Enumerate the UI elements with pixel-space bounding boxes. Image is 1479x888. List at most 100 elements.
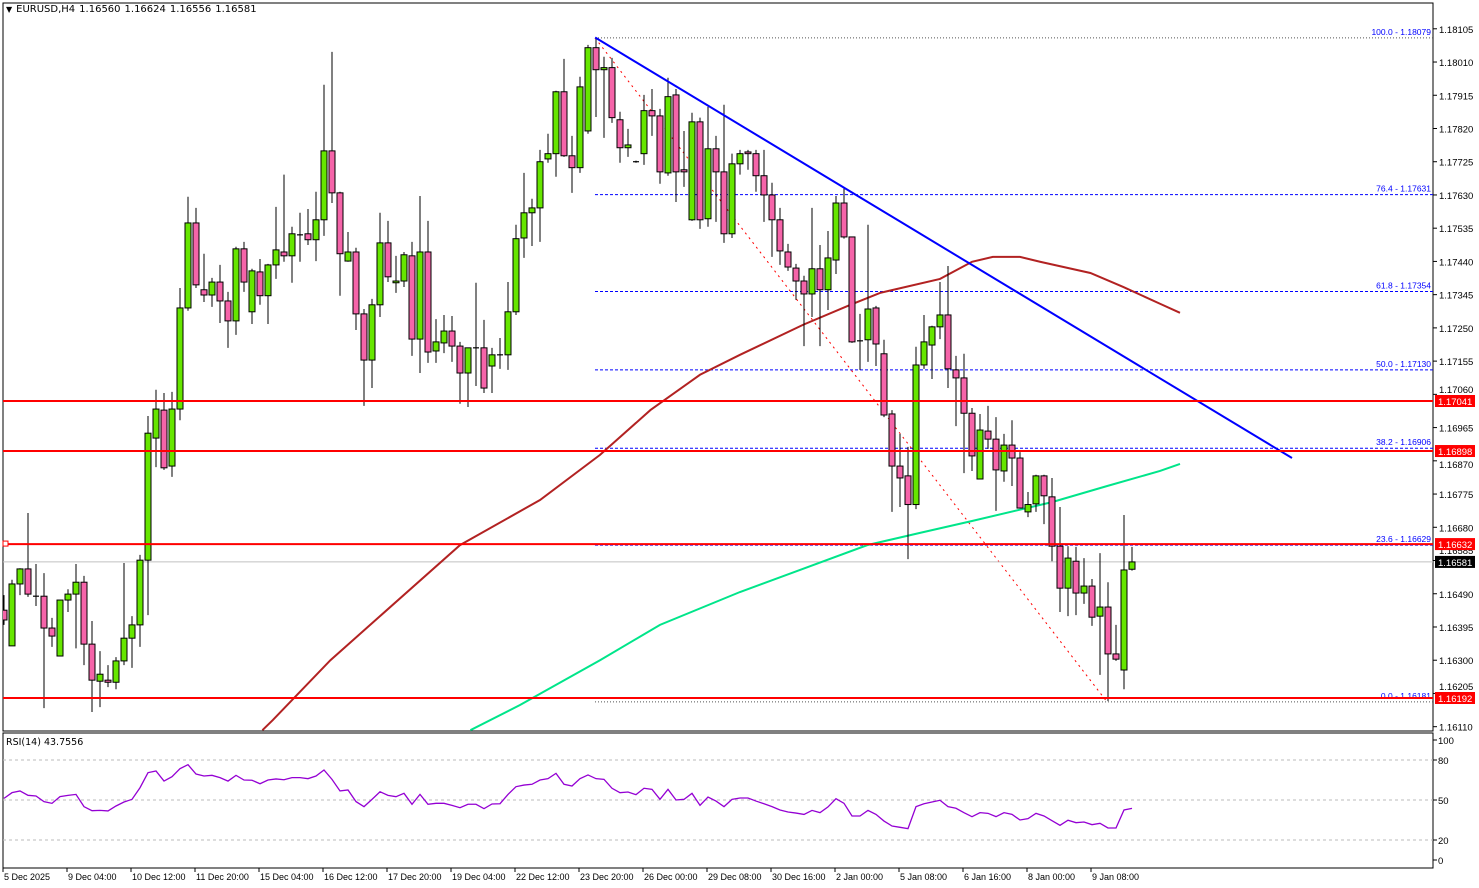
- time-tick-label: 2 Jan 00:00: [836, 872, 883, 882]
- candle-body: [552, 91, 560, 155]
- candle-body: [648, 110, 656, 117]
- time-tick-label: 17 Dec 20:00: [388, 872, 442, 882]
- candle: [1088, 579, 1096, 626]
- candle: [784, 243, 792, 271]
- candle: [168, 391, 176, 477]
- price-tick-label: 1.17250: [1439, 324, 1473, 335]
- candle: [776, 207, 784, 265]
- moving-average-slow: [469, 463, 1181, 731]
- candle-body: [424, 251, 432, 353]
- price-tick-label: 1.17345: [1439, 291, 1473, 302]
- candle: [592, 38, 600, 117]
- candle-body: [3, 609, 8, 621]
- candle: [800, 275, 808, 347]
- candle: [1080, 558, 1088, 604]
- candle: [616, 111, 624, 163]
- candle-body: [584, 47, 592, 132]
- fib-level-label: 61.8 - 1.17354: [1376, 281, 1431, 291]
- candle-body: [712, 148, 720, 173]
- candle: [473, 282, 479, 386]
- candle: [624, 128, 632, 157]
- candle-body: [432, 341, 440, 352]
- candle-body: [1032, 475, 1040, 505]
- low-value: 1.16556: [169, 4, 212, 15]
- rsi-tick-label: 100: [1438, 736, 1454, 747]
- price-level-badge-label: 1.17041: [1438, 397, 1472, 408]
- price-tick-label: 1.17155: [1439, 357, 1473, 368]
- candle-body: [176, 307, 184, 410]
- candle: [400, 251, 408, 287]
- candle-body: [192, 222, 200, 286]
- candle: [112, 657, 120, 690]
- price-tick-label: 1.17820: [1439, 124, 1473, 135]
- candle-body: [512, 238, 520, 313]
- candle-body: [128, 624, 136, 639]
- candle: [1096, 553, 1104, 675]
- candle: [864, 224, 872, 362]
- triangle-down-icon[interactable]: ▼: [6, 5, 13, 14]
- candle: [320, 84, 328, 236]
- candle: [232, 246, 240, 335]
- candle-body: [968, 412, 976, 457]
- fib-level-label: 0.0 - 1.16181: [1381, 691, 1431, 701]
- candle: [336, 191, 344, 296]
- price-tick-label: 1.16490: [1439, 590, 1473, 601]
- candle: [672, 88, 680, 202]
- candle-body: [928, 326, 936, 346]
- candle: [64, 589, 72, 612]
- candle-body: [384, 242, 392, 278]
- candle-body: [944, 314, 952, 370]
- candle: [192, 207, 200, 289]
- candle: [688, 112, 696, 221]
- candle: [497, 338, 503, 369]
- time-tick-label: 29 Dec 08:00: [708, 872, 762, 882]
- time-tick-label: 5 Jan 08:00: [900, 872, 947, 882]
- time-tick-label: 16 Dec 12:00: [324, 872, 378, 882]
- candle: [1040, 474, 1048, 525]
- candle-body: [544, 153, 552, 160]
- candle: [976, 413, 984, 480]
- candle: [680, 130, 688, 187]
- candle-body: [392, 280, 400, 284]
- time-tick-label: 10 Dec 12:00: [132, 872, 186, 882]
- candle-body: [880, 353, 888, 416]
- candle: [1024, 491, 1032, 518]
- rsi-tick-label: 20: [1438, 836, 1449, 847]
- time-tick-label: 8 Jan 00:00: [1028, 872, 1075, 882]
- candle: [297, 212, 303, 262]
- open-value: 1.16560: [79, 4, 121, 15]
- candle-body: [1016, 457, 1024, 509]
- fib-diagonal-line: [594, 37, 1108, 703]
- rsi-name: RSI(14): [6, 737, 41, 748]
- candle-body: [488, 354, 496, 367]
- candle: [264, 263, 272, 325]
- candle: [1016, 452, 1024, 509]
- candle-body: [704, 148, 712, 220]
- candle-body: [808, 268, 816, 295]
- candle: [248, 268, 256, 325]
- candle-body: [1000, 444, 1008, 472]
- price-tick-label: 1.17440: [1439, 257, 1473, 268]
- candle-body: [480, 347, 488, 389]
- candle-body: [80, 581, 88, 645]
- candle: [768, 182, 776, 257]
- candle: [912, 346, 920, 510]
- candle: [576, 76, 584, 173]
- candle: [88, 621, 96, 712]
- time-tick-label: 30 Dec 16:00: [772, 872, 826, 882]
- candle-body: [56, 599, 64, 657]
- line-anchor-handle: [2, 540, 9, 547]
- candle: [464, 347, 472, 407]
- candle: [744, 149, 752, 170]
- fib-level-label: 100.0 - 1.18079: [1371, 27, 1431, 37]
- time-tick-label: 22 Dec 12:00: [516, 872, 570, 882]
- time-tick-label: 6 Jan 16:00: [964, 872, 1011, 882]
- candle: [144, 416, 152, 616]
- candle: [552, 90, 560, 177]
- time-tick-label: 19 Dec 04:00: [452, 872, 506, 882]
- candle-body: [680, 169, 688, 173]
- candle: [240, 241, 248, 292]
- candle-body: [240, 248, 248, 283]
- candle-body: [744, 151, 752, 155]
